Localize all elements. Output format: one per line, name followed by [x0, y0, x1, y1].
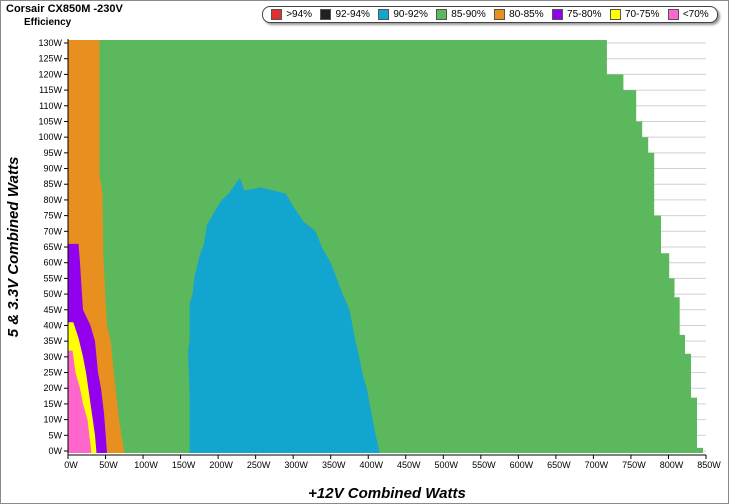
y-tick-label: 95W	[43, 148, 62, 158]
y-tick-label: 55W	[43, 273, 62, 283]
y-tick-label: 115W	[39, 85, 62, 95]
y-tick-label: 65W	[43, 242, 62, 252]
y-tick-label: 35W	[43, 336, 62, 346]
x-tick-label: 850W	[697, 460, 721, 470]
y-tick-label: 45W	[43, 305, 62, 315]
x-tick-label: 450W	[397, 460, 421, 470]
x-tick-label: 50W	[99, 460, 118, 470]
y-tick-label: 90W	[43, 164, 62, 174]
x-tick-label: 100W	[134, 460, 158, 470]
x-axis-title: +12V Combined Watts	[308, 485, 466, 502]
x-tick-label: 0W	[64, 460, 78, 470]
region-90-92-	[188, 178, 380, 453]
legend-label: <70%	[682, 9, 709, 20]
legend-label: 90-92%	[393, 9, 428, 20]
legend-item: 92-94%	[320, 9, 370, 20]
legend-swatch	[378, 9, 390, 20]
x-tick-label: 700W	[585, 460, 609, 470]
y-tick-label: 50W	[43, 289, 62, 299]
y-tick-label: 70W	[43, 226, 62, 236]
x-tick-label: 350W	[322, 460, 346, 470]
legend-item: 70-75%	[609, 9, 660, 20]
y-tick-label: 125W	[38, 54, 62, 64]
y-tick-label: 85W	[43, 179, 62, 189]
y-tick-label: 30W	[43, 352, 62, 362]
y-tick-label: 105W	[38, 116, 62, 126]
legend-label: 92-94%	[335, 9, 370, 20]
x-tick-label: 600W	[510, 460, 534, 470]
chart-title: Corsair CX850M -230V	[6, 3, 123, 15]
y-tick-label: 60W	[43, 258, 62, 268]
x-tick-label: 500W	[435, 460, 459, 470]
y-tick-label: 40W	[43, 320, 62, 330]
legend-label: 70-75%	[624, 9, 660, 20]
y-tick-label: 100W	[38, 132, 62, 142]
legend-swatch	[494, 9, 506, 20]
legend-swatch	[320, 9, 332, 20]
legend-label: 75-80%	[567, 9, 602, 20]
y-axis-ticks: 0W 5W 10W 15W 20W 25W 30W 35W 40W 45W 50W 55W 60W 65W…	[38, 38, 68, 456]
x-tick-label: 200W	[209, 460, 233, 470]
region--70-	[68, 350, 92, 453]
legend-item: 85-90%	[436, 9, 486, 20]
chart-subtitle: Efficiency	[24, 17, 72, 28]
legend-swatch	[436, 9, 448, 20]
legend-item: 75-80%	[552, 9, 602, 20]
legend-swatch	[552, 9, 564, 20]
x-axis-ticks: 0W 50W 100W 150W 200W 250W 300W 350W 400W 450W 500…	[64, 455, 721, 470]
x-tick-label: 750W	[622, 460, 646, 470]
region-85-90-	[68, 40, 703, 453]
legend-item: 90-92%	[378, 9, 428, 20]
legend-item: <70%	[667, 9, 709, 20]
x-tick-label: 400W	[359, 460, 383, 470]
efficiency-regions	[68, 40, 703, 453]
chart-legend: >94% 92-94% 90-92% 85-90% 80-85% 75-80% 70-75%…	[262, 6, 718, 23]
legend-item: 80-85%	[494, 9, 544, 20]
y-tick-label: 110W	[39, 101, 62, 111]
legend-swatch	[609, 9, 621, 20]
y-tick-label: 130W	[38, 38, 62, 48]
y-tick-label: 20W	[43, 383, 62, 393]
y-tick-label: 25W	[43, 368, 62, 378]
legend-swatch	[667, 9, 679, 20]
y-axis-title: 5 & 3.3V Combined Watts	[5, 157, 22, 338]
y-tick-label: 80W	[43, 195, 62, 205]
legend-item: >94%	[271, 9, 312, 20]
x-tick-label: 150W	[172, 460, 196, 470]
y-tick-label: 15W	[43, 399, 62, 409]
x-tick-label: 800W	[660, 460, 684, 470]
x-tick-label: 250W	[247, 460, 271, 470]
x-tick-label: 550W	[472, 460, 496, 470]
y-tick-label: 10W	[43, 415, 62, 425]
x-tick-label: 300W	[284, 460, 308, 470]
legend-label: 85-90%	[451, 9, 486, 20]
legend-swatch	[271, 9, 283, 20]
y-tick-label: 5W	[49, 430, 63, 440]
y-tick-label: 0W	[49, 446, 63, 456]
x-tick-label: 650W	[547, 460, 571, 470]
legend-label: >94%	[286, 9, 313, 20]
y-tick-label: 75W	[43, 211, 62, 221]
y-tick-label: 120W	[38, 69, 62, 79]
legend-label: 80-85%	[509, 9, 544, 20]
